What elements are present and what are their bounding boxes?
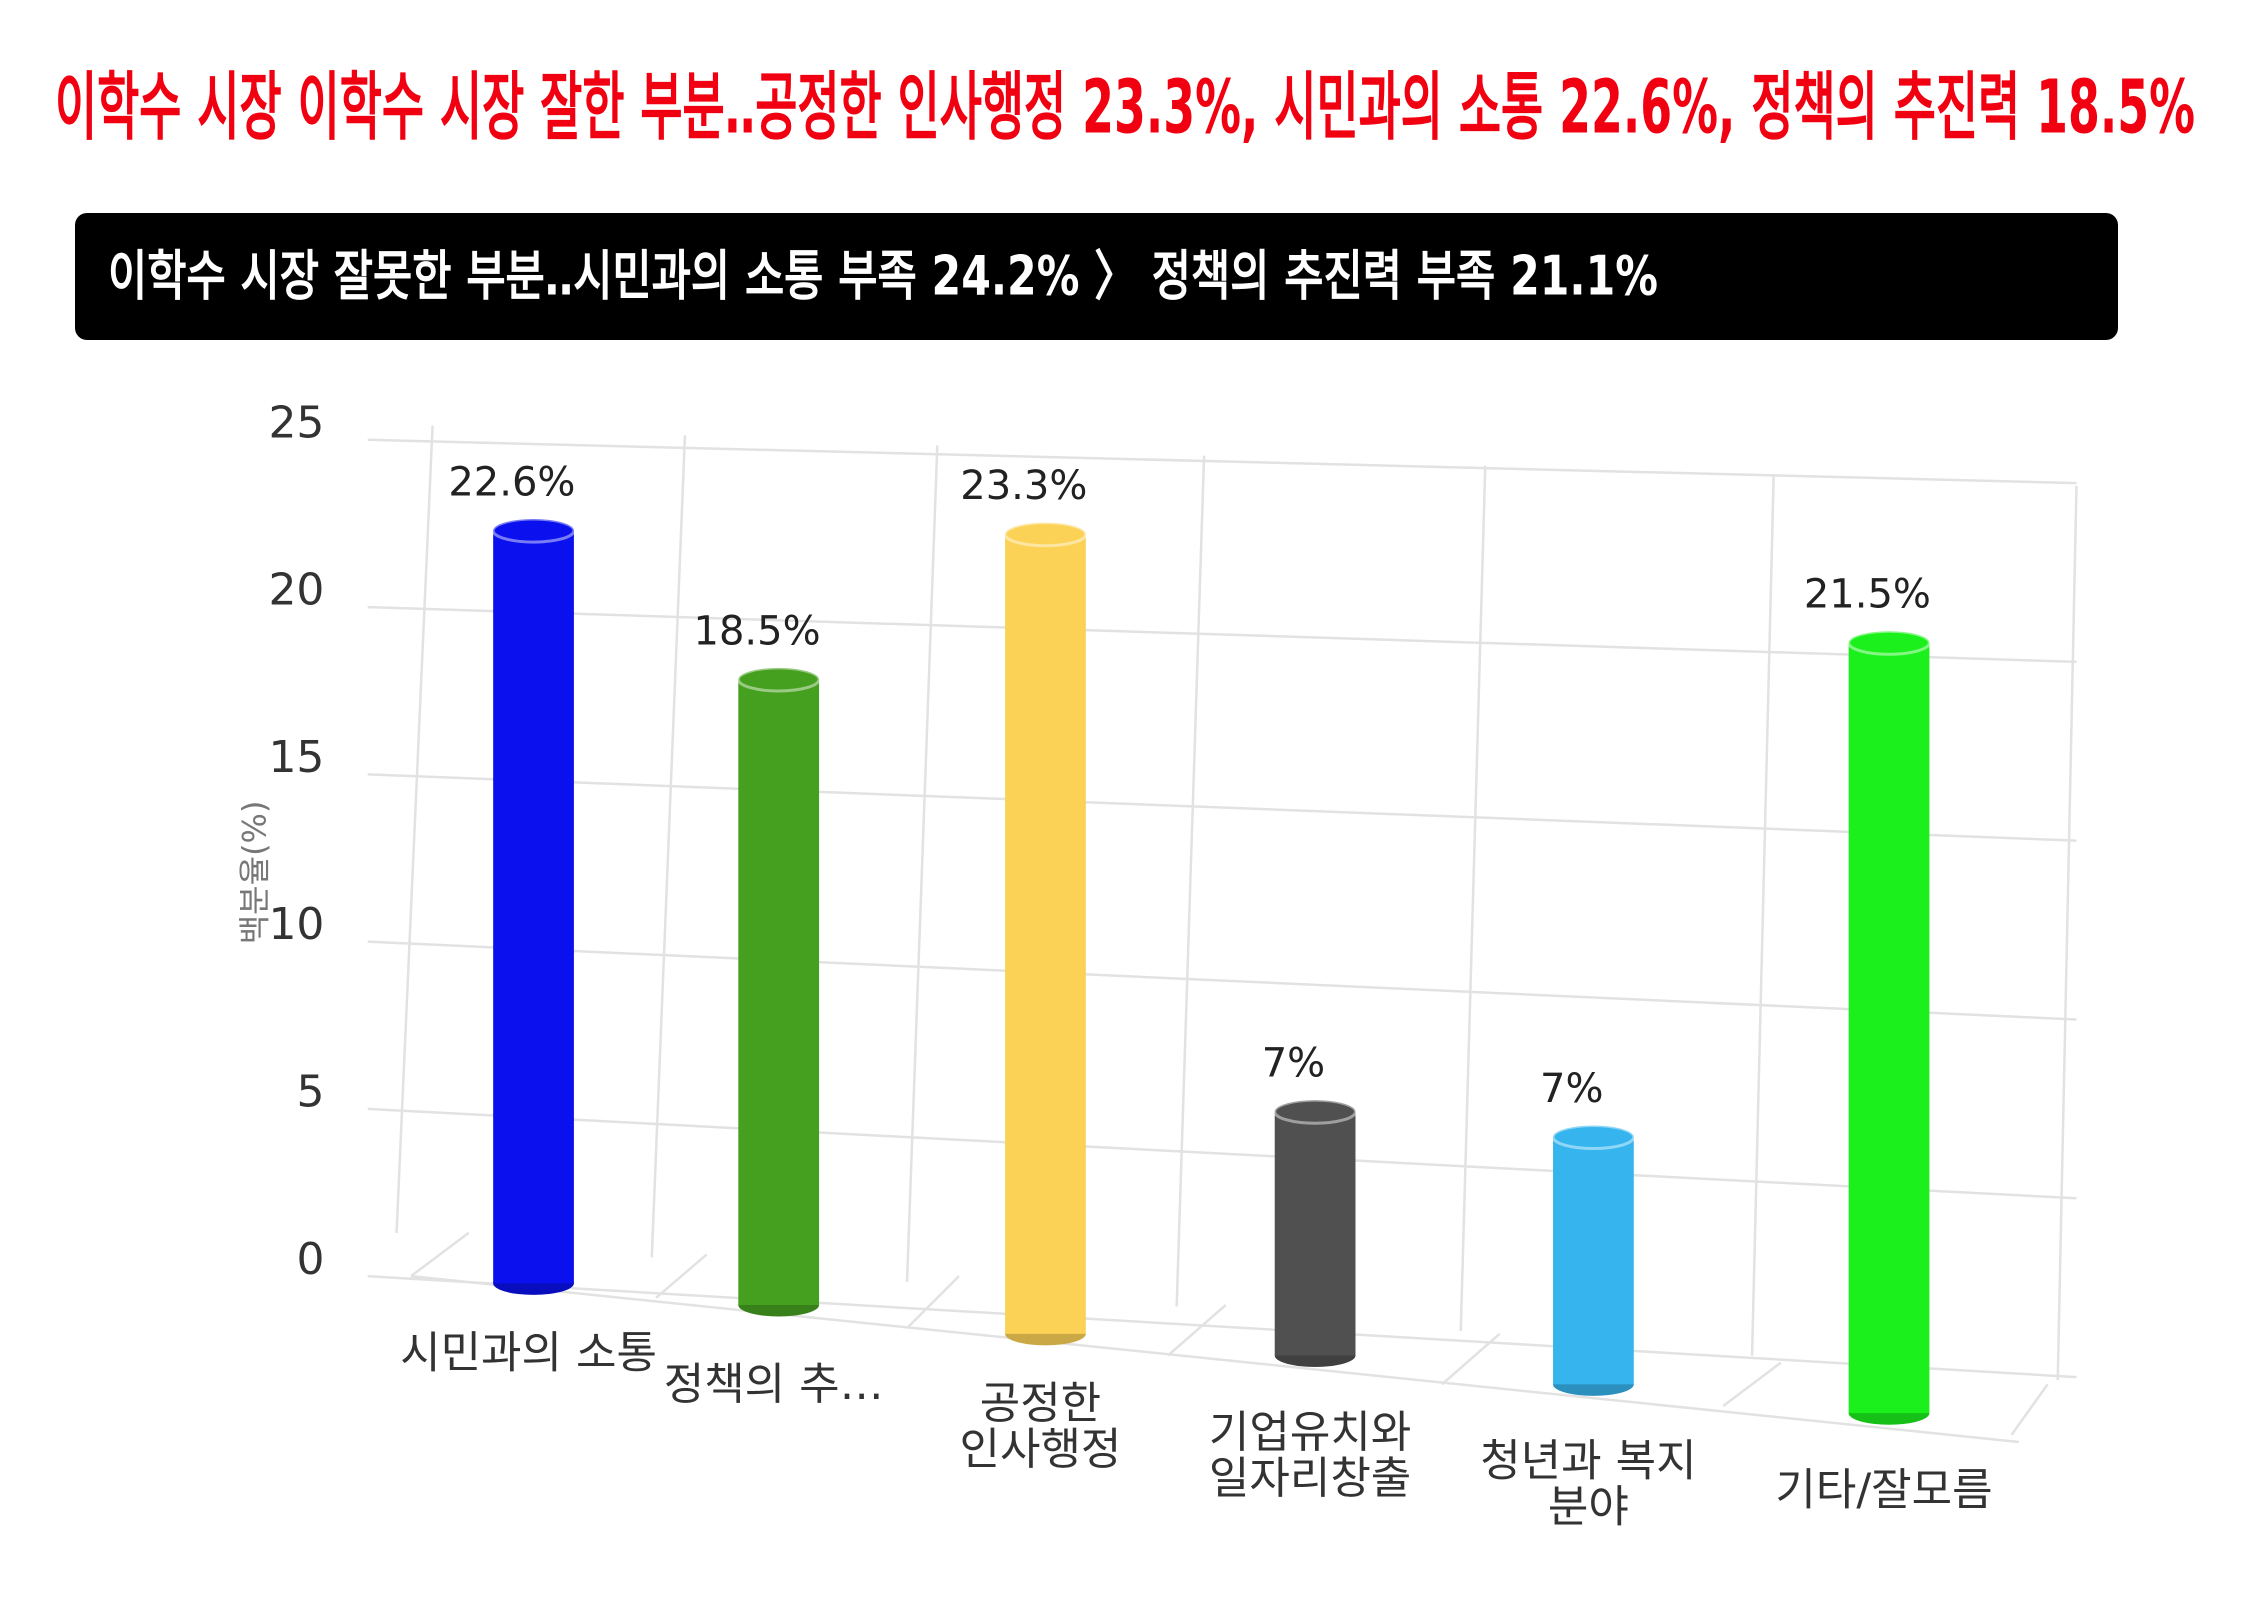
bar-top [1847,629,1931,656]
y-tick-label: 0 [296,1234,324,1285]
subtitle: 이학수 시장 잘못한 부분‥시민과의 소통 부족 24.2% 〉 정책의 추진력… [108,245,1658,308]
y-tick-label: 5 [296,1066,324,1117]
x-tick-label: 기타/잘모름 [1775,1464,1992,1515]
bar-top [736,666,821,693]
y-tick-label: 20 [268,565,324,616]
x-tick-label: 청년과 복지 분야 [1480,1436,1696,1533]
value-label: 21.5% [1804,572,1931,618]
bar-top [1273,1098,1357,1125]
bar-top [491,517,576,544]
bar-top [1551,1123,1636,1151]
floor-line [1167,1304,1227,1357]
x-tick-label: 정책의 추… [664,1359,884,1410]
x-tick-label: 공정한 인사행정 [959,1378,1121,1475]
value-label: 22.6% [448,459,575,505]
x-tick-label: 기업유치와 일자리창출 [1209,1407,1411,1504]
wall-line [395,425,434,1233]
bar [1848,642,1930,1414]
bar [1553,1137,1634,1385]
wall-line [905,445,939,1282]
bar [1274,1111,1356,1356]
floor-line [655,1253,708,1299]
floor-line [2010,1383,2049,1436]
x-tick-label: 시민과의 소통 [400,1327,657,1378]
chart: 0 5 10 15 20 25 백분율(%) 22.6% 시민과의 소통 18.5% 정책의 추… 2… [236,397,2078,1533]
bar-top [1003,521,1088,548]
grid-line [367,940,2077,1021]
wall-line [1175,455,1206,1307]
y-tick-label: 25 [268,397,324,448]
grid-line [367,605,2077,664]
floor-line [907,1275,960,1328]
grid-line [367,1274,2077,1379]
headline: 이학수 시장 이학수 시장 잘한 부분‥공정한 인사행정 23.3%, 시민과의… [55,65,2195,151]
wall-line [2056,485,2078,1381]
grid-line [367,773,2077,842]
y-tick-label: 15 [268,732,324,783]
y-axis-label: 백분율(%) [236,801,274,945]
bar [1005,534,1086,1334]
y-tick-label: 10 [268,899,324,950]
bar [738,679,820,1306]
value-label: 7% [1262,1041,1325,1087]
wall-line [650,435,687,1258]
floor-edge [410,1274,2019,1444]
wall-line [1459,465,1487,1332]
value-label: 23.3% [960,463,1087,509]
grid-line [367,438,2077,485]
floor-line [410,1231,470,1278]
value-label: 18.5% [694,608,821,654]
grid-line [367,1107,2077,1200]
subtitle-box [75,213,2118,340]
wall-line [1750,475,1775,1356]
bar [493,530,574,1284]
floor-line [1722,1361,1782,1407]
value-label: 7% [1540,1066,1603,1112]
